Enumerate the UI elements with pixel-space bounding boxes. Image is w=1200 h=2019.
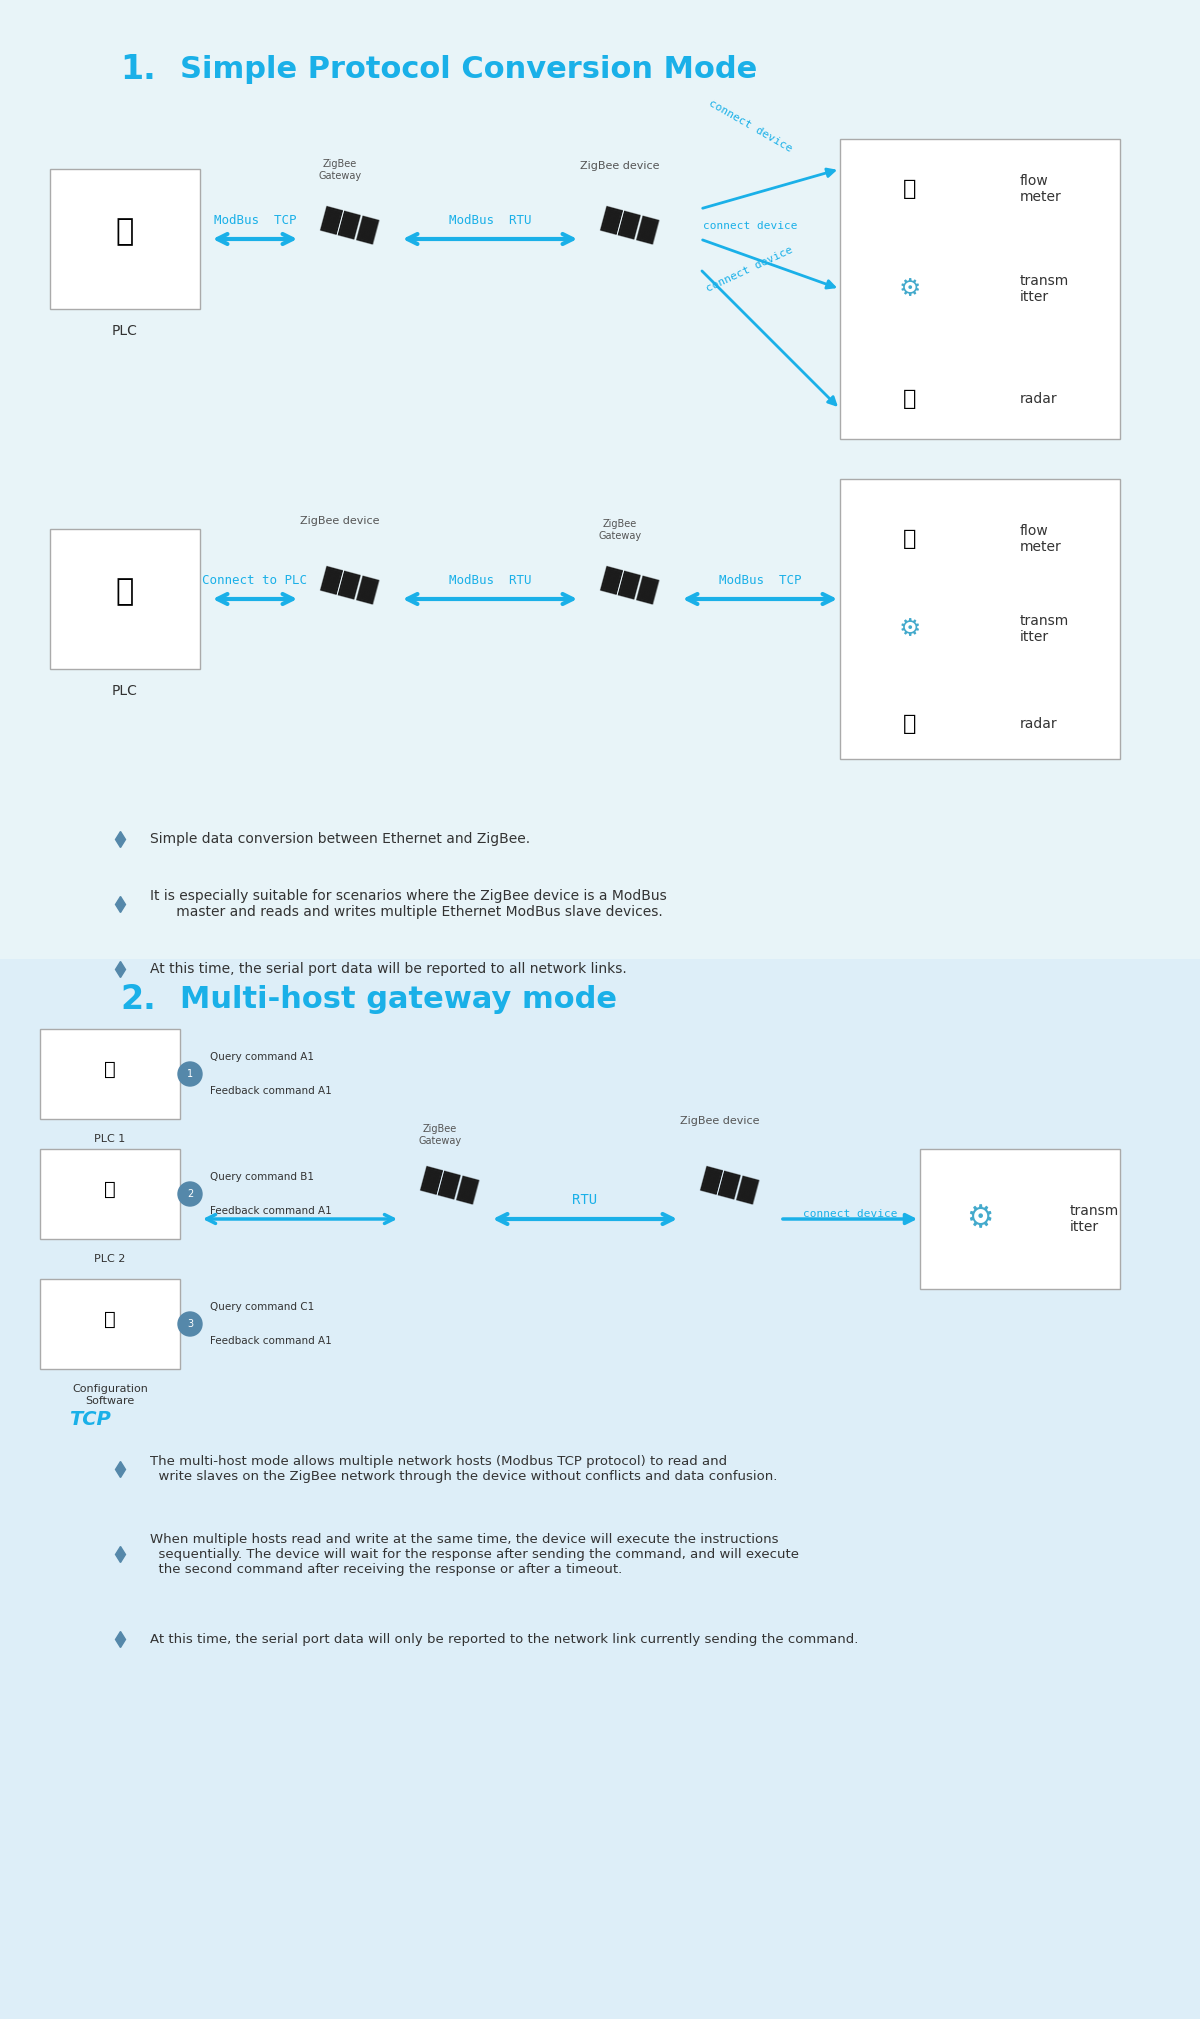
Text: Connect to PLC: Connect to PLC — [203, 573, 307, 588]
Text: ZigBee
Gateway: ZigBee Gateway — [419, 1125, 462, 1147]
Text: Multi-host gateway mode: Multi-host gateway mode — [180, 985, 617, 1014]
Text: ▉▉▉: ▉▉▉ — [319, 206, 382, 244]
Text: 💻: 💻 — [104, 1310, 116, 1329]
Text: 🔴: 🔴 — [904, 529, 917, 549]
Text: 🖥: 🖥 — [104, 1060, 116, 1078]
Text: At this time, the serial port data will only be reported to the network link cur: At this time, the serial port data will … — [150, 1633, 858, 1645]
Text: Query command B1: Query command B1 — [210, 1171, 314, 1181]
Text: 🔴: 🔴 — [904, 180, 917, 200]
Circle shape — [178, 1312, 202, 1337]
Text: Simple data conversion between Ethernet and ZigBee.: Simple data conversion between Ethernet … — [150, 832, 530, 846]
FancyBboxPatch shape — [840, 479, 1120, 759]
FancyBboxPatch shape — [40, 1278, 180, 1369]
Text: It is especially suitable for scenarios where the ZigBee device is a ModBus
    : It is especially suitable for scenarios … — [150, 888, 667, 919]
Text: ▉▉▉: ▉▉▉ — [419, 1165, 481, 1205]
Text: radar: radar — [1020, 717, 1057, 731]
Text: ModBus  RTU: ModBus RTU — [449, 214, 532, 226]
Text: ModBus  RTU: ModBus RTU — [449, 573, 532, 588]
Text: 🖥: 🖥 — [104, 1179, 116, 1199]
Text: Configuration
Software: Configuration Software — [72, 1383, 148, 1405]
Text: transm
itter: transm itter — [1020, 614, 1069, 644]
Text: transm
itter: transm itter — [1070, 1203, 1120, 1234]
Text: Simple Protocol Conversion Mode: Simple Protocol Conversion Mode — [180, 55, 757, 83]
Text: PLC: PLC — [112, 323, 138, 337]
Text: PLC 1: PLC 1 — [95, 1135, 126, 1145]
FancyBboxPatch shape — [920, 1149, 1120, 1288]
FancyBboxPatch shape — [0, 959, 1200, 2019]
Text: 3: 3 — [187, 1318, 193, 1329]
Text: ZigBee device: ZigBee device — [300, 517, 379, 527]
Text: At this time, the serial port data will be reported to all network links.: At this time, the serial port data will … — [150, 961, 626, 975]
Text: ▉▉▉: ▉▉▉ — [599, 565, 661, 606]
Text: ⚙: ⚙ — [899, 618, 922, 640]
Text: ZigBee device: ZigBee device — [680, 1117, 760, 1127]
Text: 1: 1 — [187, 1068, 193, 1078]
FancyBboxPatch shape — [50, 529, 200, 668]
Text: PLC 2: PLC 2 — [95, 1254, 126, 1264]
Circle shape — [178, 1062, 202, 1086]
Text: Query command C1: Query command C1 — [210, 1302, 314, 1312]
Text: connect device: connect device — [803, 1209, 898, 1219]
Text: PLC: PLC — [112, 684, 138, 699]
Text: ZigBee
Gateway: ZigBee Gateway — [318, 160, 361, 182]
Text: Feedback command A1: Feedback command A1 — [210, 1337, 331, 1347]
Text: ▉▉▉: ▉▉▉ — [599, 206, 661, 244]
Text: connect device: connect device — [706, 244, 794, 295]
Text: Query command A1: Query command A1 — [210, 1052, 314, 1062]
Text: radar: radar — [1020, 392, 1057, 406]
Text: 2.: 2. — [120, 983, 156, 1016]
Circle shape — [178, 1181, 202, 1205]
Text: connect device: connect device — [703, 220, 797, 230]
Text: 🖥: 🖥 — [116, 218, 134, 246]
Text: 1.: 1. — [120, 52, 156, 85]
Text: 📡: 📡 — [904, 715, 917, 735]
Text: transm
itter: transm itter — [1020, 275, 1069, 305]
Text: ⚙: ⚙ — [966, 1205, 994, 1234]
Text: When multiple hosts read and write at the same time, the device will execute the: When multiple hosts read and write at th… — [150, 1532, 799, 1575]
FancyBboxPatch shape — [840, 139, 1120, 438]
Text: ZigBee device: ZigBee device — [581, 162, 660, 172]
Text: ⚙: ⚙ — [899, 277, 922, 301]
Text: 2: 2 — [187, 1189, 193, 1199]
Text: 🖥: 🖥 — [116, 577, 134, 606]
Text: ZigBee
Gateway: ZigBee Gateway — [599, 519, 642, 541]
Text: Feedback command A1: Feedback command A1 — [210, 1205, 331, 1215]
Text: flow
meter: flow meter — [1020, 174, 1062, 204]
FancyBboxPatch shape — [50, 170, 200, 309]
Text: ▉▉▉: ▉▉▉ — [698, 1165, 761, 1205]
Text: ModBus  TCP: ModBus TCP — [719, 573, 802, 588]
Text: connect device: connect device — [707, 99, 793, 153]
Text: ModBus  TCP: ModBus TCP — [214, 214, 296, 226]
Text: ▉▉▉: ▉▉▉ — [319, 565, 382, 606]
FancyBboxPatch shape — [40, 1030, 180, 1119]
Text: The multi-host mode allows multiple network hosts (Modbus TCP protocol) to read : The multi-host mode allows multiple netw… — [150, 1456, 778, 1484]
Text: TCP: TCP — [70, 1409, 110, 1429]
Text: 📡: 📡 — [904, 390, 917, 410]
FancyBboxPatch shape — [40, 1149, 180, 1240]
Text: flow
meter: flow meter — [1020, 523, 1062, 553]
Text: RTU: RTU — [572, 1193, 598, 1207]
Text: Feedback command A1: Feedback command A1 — [210, 1086, 331, 1096]
